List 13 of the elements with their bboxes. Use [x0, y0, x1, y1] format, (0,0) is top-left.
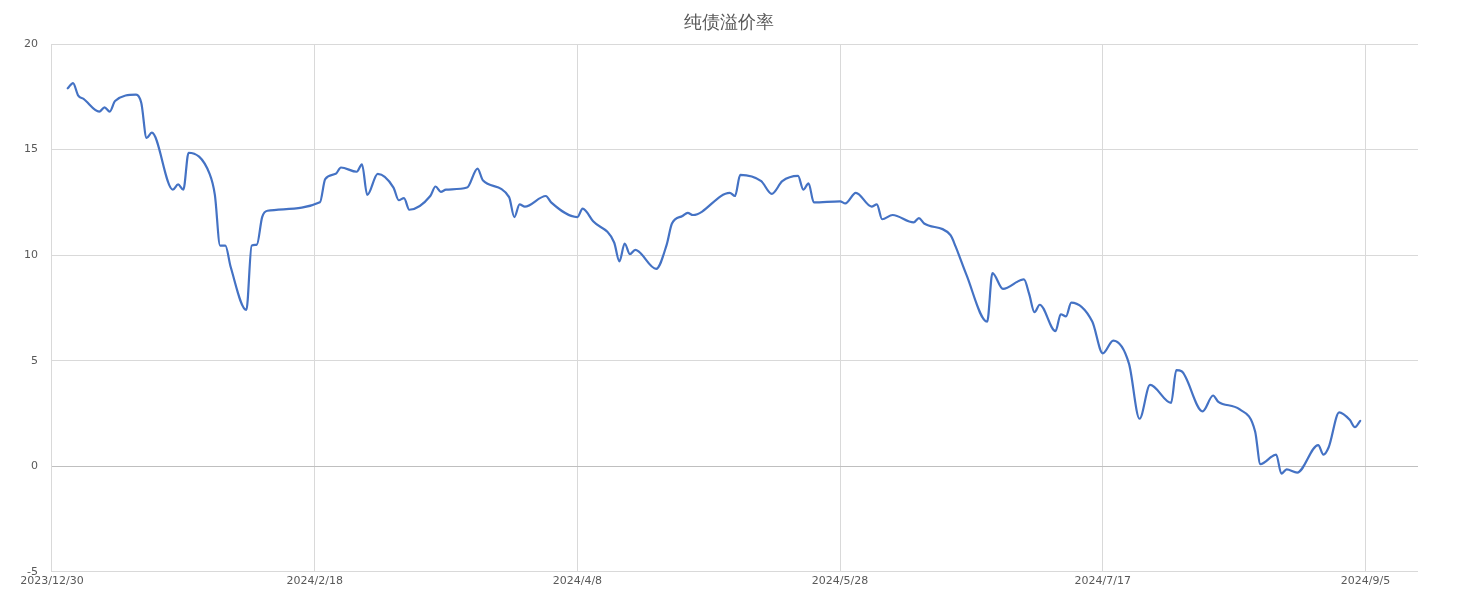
x-tick-label: 2023/12/30	[20, 574, 84, 588]
x-tick-label: 2024/7/17	[1074, 574, 1131, 588]
x-tick-label: 2024/2/18	[286, 574, 343, 588]
y-tick-label: 0	[31, 459, 38, 473]
x-tick-label: 2024/5/28	[811, 574, 869, 588]
chart-title: 纯债溢价率	[683, 10, 775, 34]
x-tick-label: 2024/4/8	[552, 574, 603, 588]
y-tick-label: 10	[24, 247, 38, 261]
y-tick-label: 15	[24, 142, 38, 156]
x-tick-label: 2024/9/5	[1340, 574, 1391, 588]
y-tick-label: 20	[24, 36, 38, 50]
y-tick-label: 5	[31, 353, 38, 367]
line-series	[66, 81, 1362, 475]
